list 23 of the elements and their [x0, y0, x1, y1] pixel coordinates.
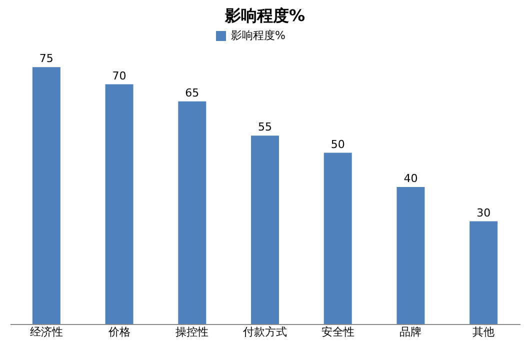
legend-label: 影响程度%: [231, 29, 286, 42]
data-label: 40: [404, 172, 418, 185]
data-label: 30: [476, 206, 491, 220]
bar: [178, 101, 206, 324]
data-label: 50: [330, 138, 345, 151]
data-label: 65: [185, 86, 200, 100]
x-tick-label: 品牌: [400, 326, 422, 338]
x-tick-label: 操控性: [176, 326, 209, 338]
data-label: 70: [112, 69, 126, 82]
x-tick-label: 其他: [472, 326, 495, 338]
data-label: 75: [39, 52, 54, 66]
bar: [396, 187, 425, 324]
bar: [32, 67, 60, 324]
x-tick-label: 经济性: [30, 326, 63, 338]
bar: [470, 221, 498, 324]
data-label: 55: [258, 120, 272, 134]
x-tick-label: 安全性: [321, 326, 354, 338]
chart-title: 影响程度%: [224, 6, 306, 25]
bar: [324, 152, 352, 324]
bar: [105, 84, 134, 324]
x-tick-label: 价格: [107, 326, 130, 338]
x-tick-label: 付款方式: [243, 326, 287, 338]
bar: [251, 136, 279, 324]
